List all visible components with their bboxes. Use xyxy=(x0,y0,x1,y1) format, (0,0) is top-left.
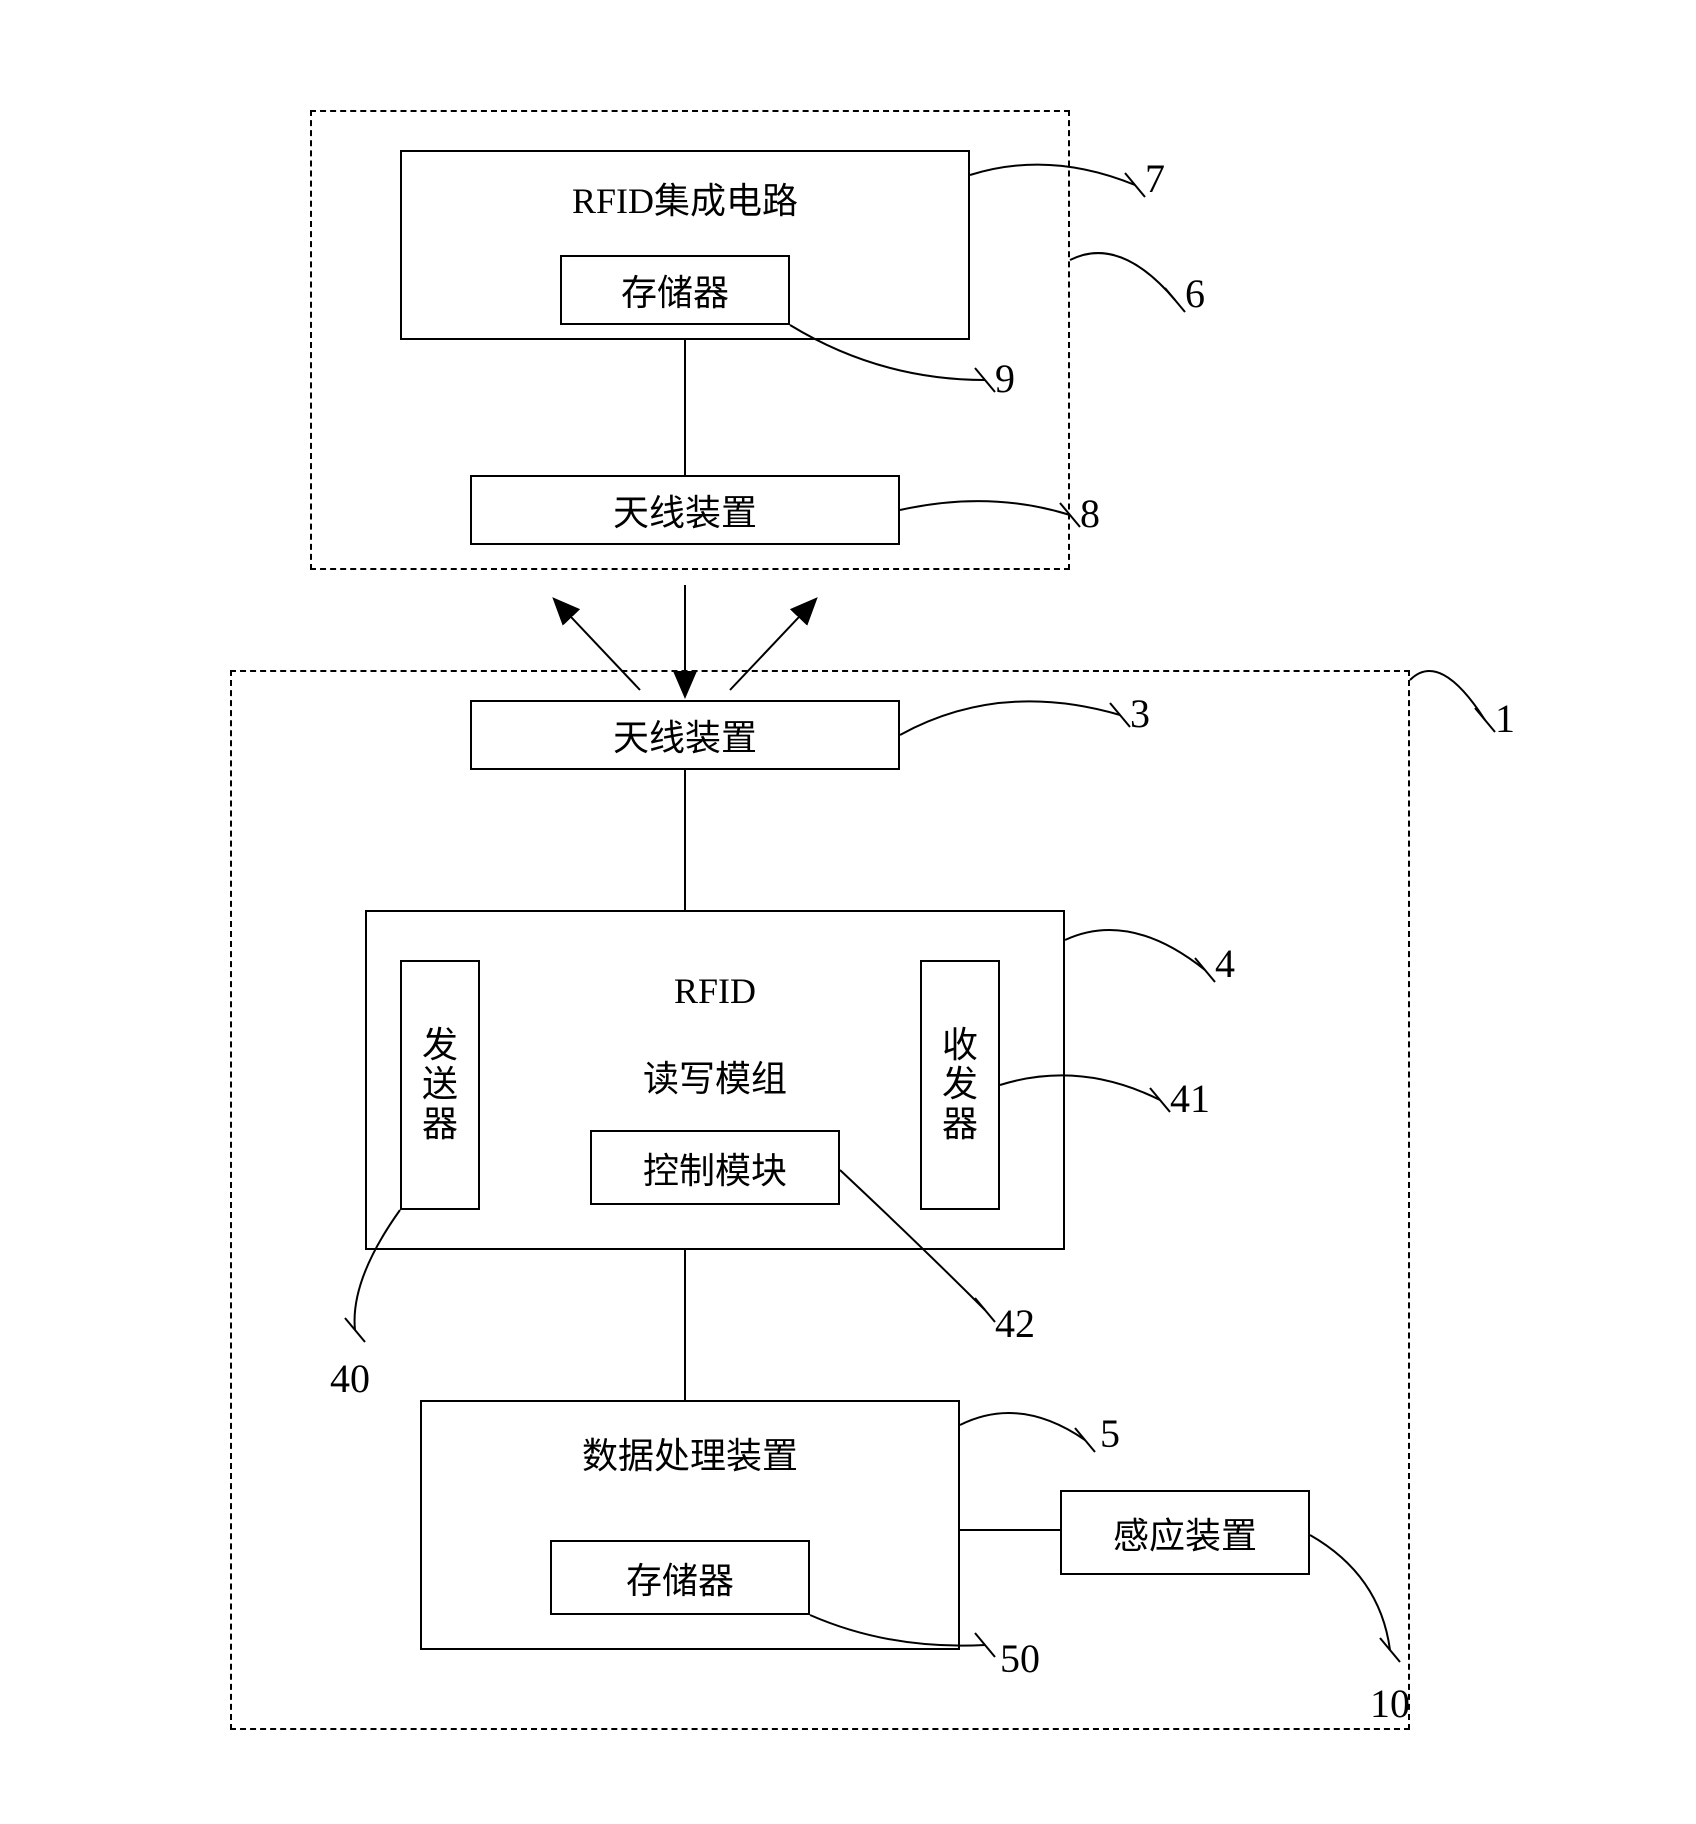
ctrl-label: 控制模块 xyxy=(643,1142,787,1194)
bottom-antenna-box: 天线装置 xyxy=(470,700,900,770)
rw-module-title-1: RFID xyxy=(615,970,815,1012)
ref-number: 3 xyxy=(1130,690,1150,737)
processor-memory-label: 存储器 xyxy=(626,1552,734,1604)
processor-label: 数据处理装置 xyxy=(582,1427,798,1479)
rx-box: 收发器 xyxy=(920,960,1000,1210)
ref-number: 41 xyxy=(1170,1075,1210,1122)
sensor-box: 感应装置 xyxy=(1060,1490,1310,1575)
tx-box: 发送器 xyxy=(400,960,480,1210)
ref-number: 1 xyxy=(1495,695,1515,742)
sensor-label: 感应装置 xyxy=(1113,1507,1257,1559)
processor-memory-box: 存储器 xyxy=(550,1540,810,1615)
ref-number: 4 xyxy=(1215,940,1235,987)
ref-number: 7 xyxy=(1145,155,1165,202)
diagram-canvas: RFID集成电路 存储器 天线装置 天线装置 RFID 读写模组 发送器 收发器… xyxy=(0,0,1696,1824)
bottom-antenna-label: 天线装置 xyxy=(613,709,757,761)
rfid-ic-label: RFID集成电路 xyxy=(572,172,798,224)
top-antenna-label: 天线装置 xyxy=(613,484,757,536)
ref-number: 9 xyxy=(995,355,1015,402)
ref-number: 40 xyxy=(330,1355,370,1402)
ctrl-box: 控制模块 xyxy=(590,1130,840,1205)
top-memory-label: 存储器 xyxy=(621,264,729,316)
ref-number: 10 xyxy=(1370,1680,1410,1727)
ref-number: 5 xyxy=(1100,1410,1120,1457)
ref-number: 50 xyxy=(1000,1635,1040,1682)
rw-module-title-2: 读写模组 xyxy=(590,1050,840,1102)
rx-label: 收发器 xyxy=(942,1026,978,1145)
top-memory-box: 存储器 xyxy=(560,255,790,325)
ref-number: 6 xyxy=(1185,270,1205,317)
ref-number: 8 xyxy=(1080,490,1100,537)
ref-number: 42 xyxy=(995,1300,1035,1347)
tx-label: 发送器 xyxy=(422,1026,458,1145)
top-antenna-box: 天线装置 xyxy=(470,475,900,545)
